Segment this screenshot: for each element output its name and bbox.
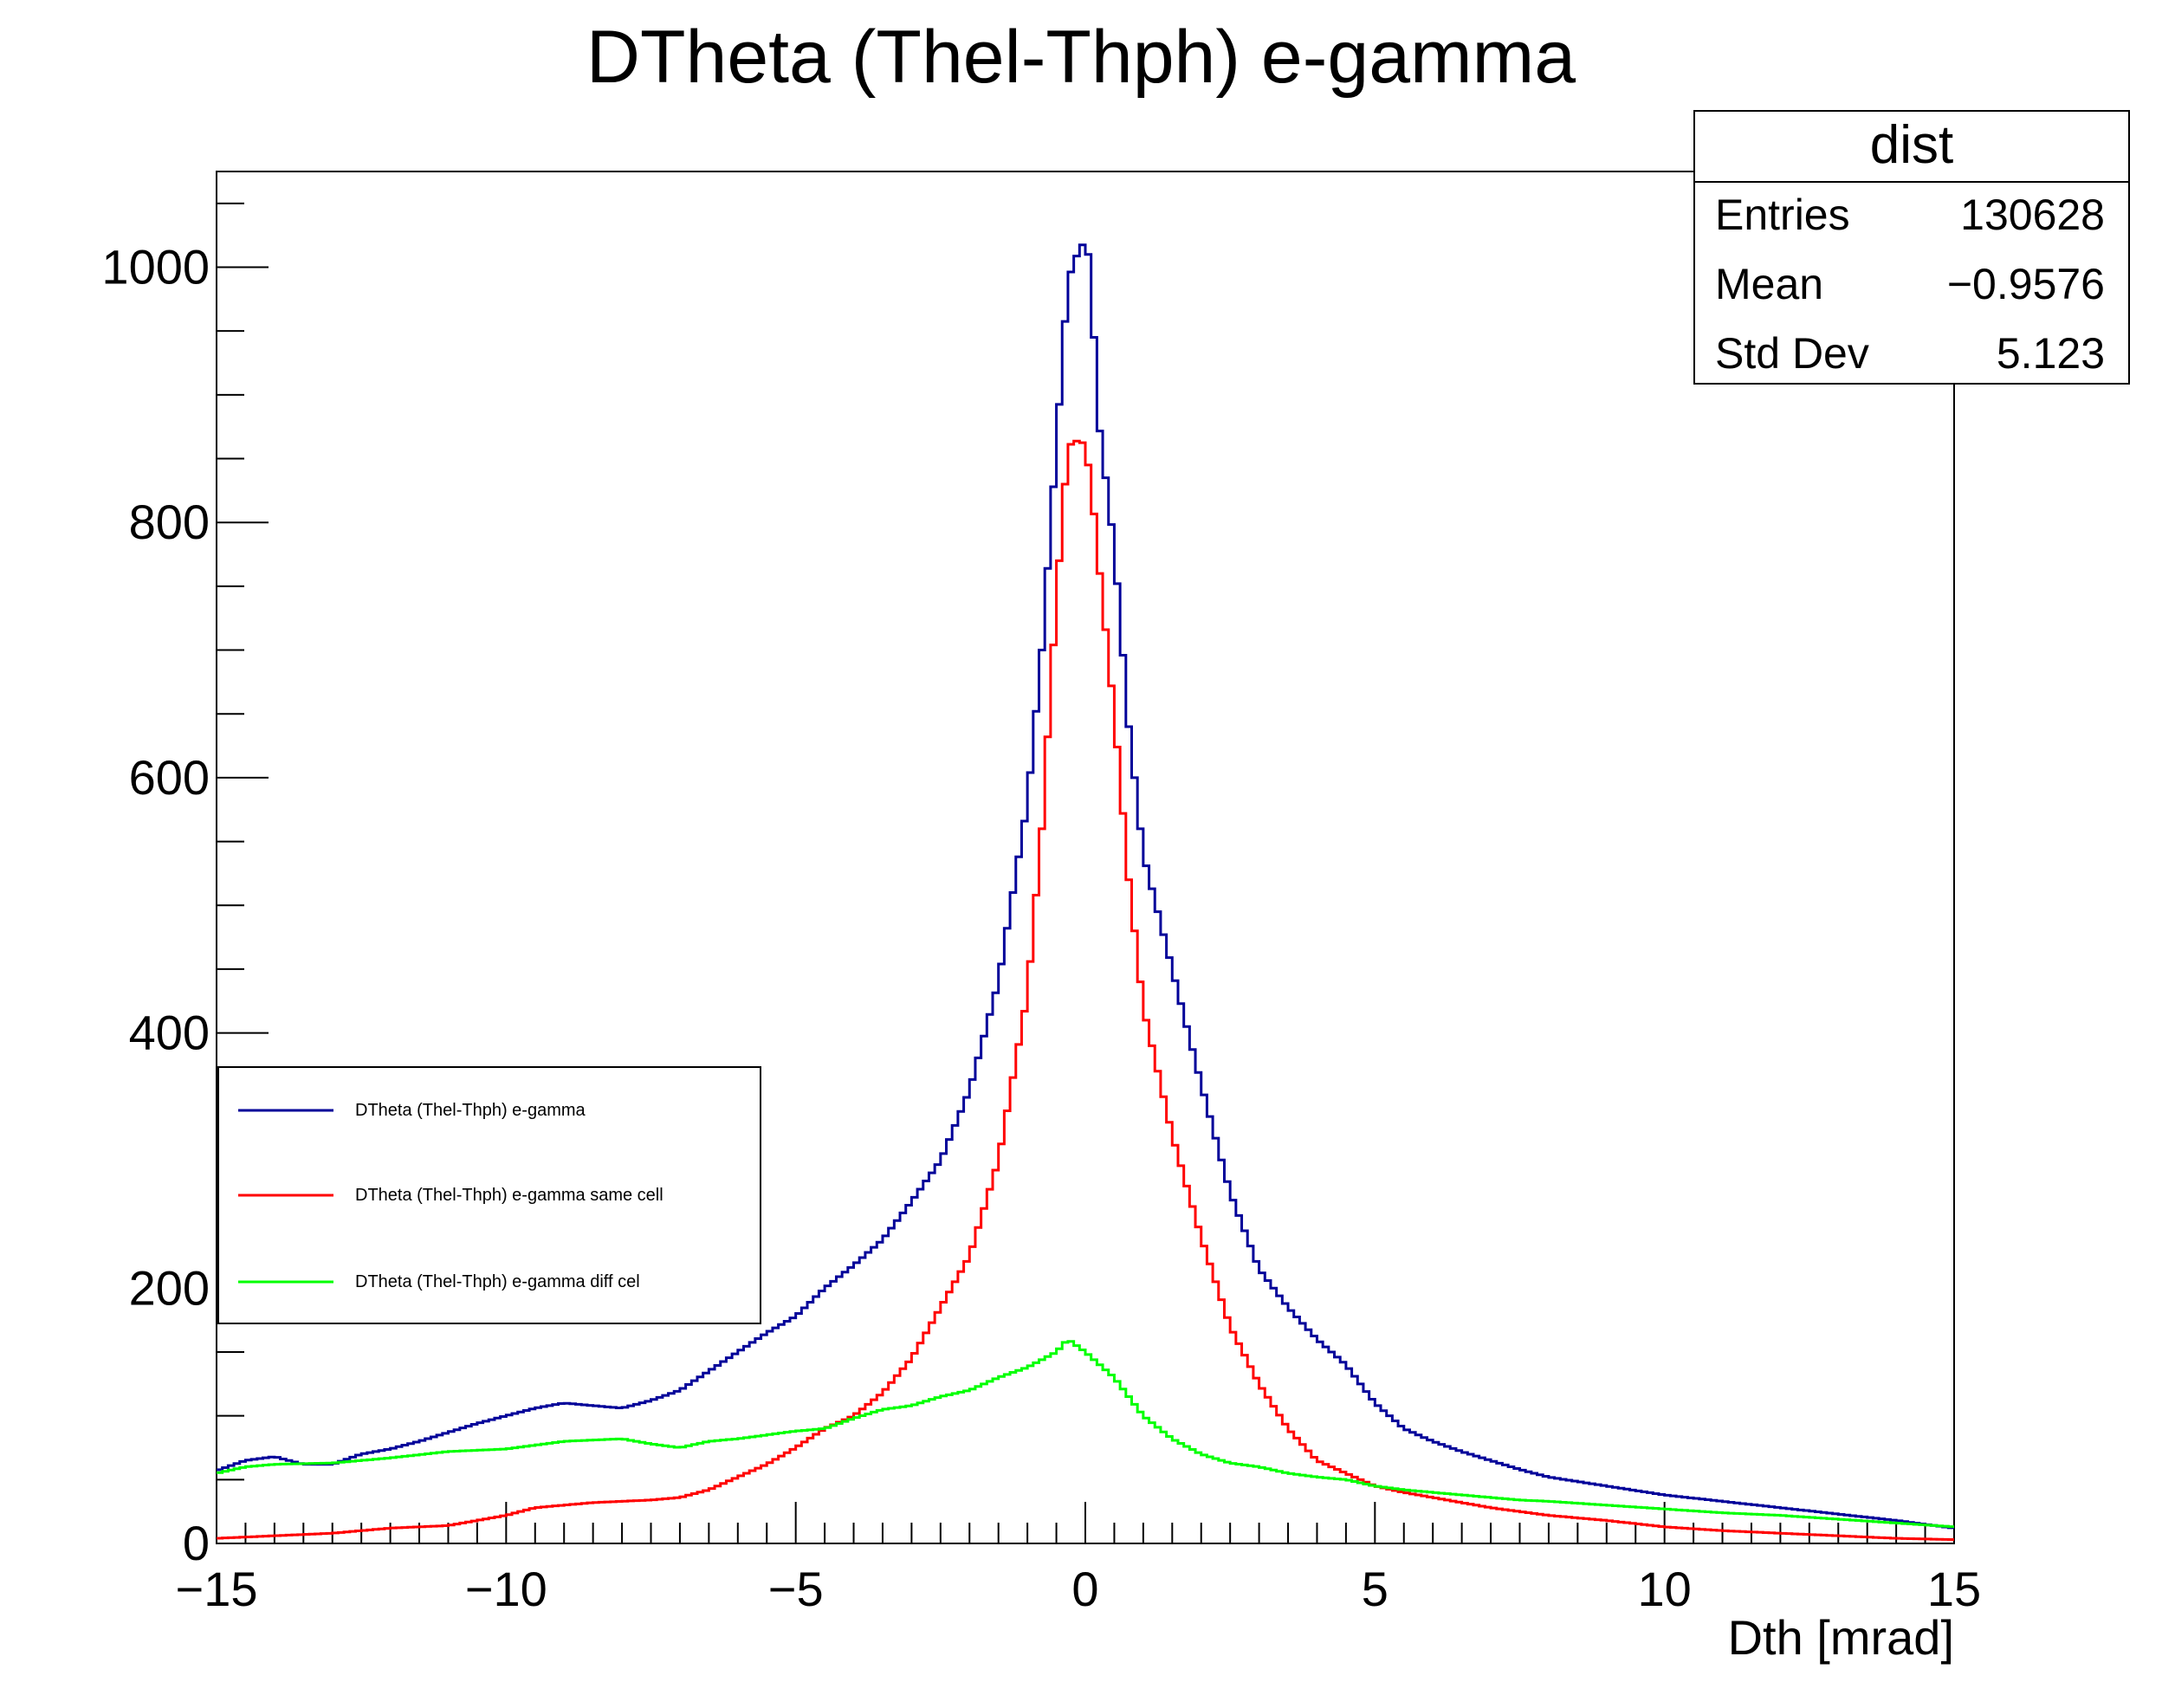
x-tick-label: −15 (176, 1562, 258, 1616)
chart-title: DTheta (Thel-Thph) e-gamma (586, 16, 1576, 99)
stats-stddev-value: 5.123 (1997, 329, 2105, 378)
x-axis-label: Dth [mrad] (1728, 1610, 1954, 1665)
y-tick-label: 600 (129, 750, 210, 805)
stats-stddev-label: Std Dev (1715, 329, 1869, 378)
stats-entries-label: Entries (1715, 191, 1850, 239)
stats-mean-value: −0.9576 (1947, 260, 2105, 308)
legend-label-all: DTheta (Thel-Thph) e-gamma (355, 1101, 586, 1120)
y-tick-label: 400 (129, 1006, 210, 1060)
y-tick-label: 1000 (101, 240, 210, 294)
stats-box: dist Entries 130628 Mean −0.9576 Std Dev… (1693, 110, 2130, 385)
series-line-1 (217, 439, 1954, 1542)
legend-label-same-cell: DTheta (Thel-Thph) e-gamma same cell (355, 1186, 663, 1205)
x-axis: −15 −10 −5 0 5 10 15 (176, 1502, 1981, 1616)
y-tick-label: 800 (129, 495, 210, 549)
x-tick-label: −5 (768, 1562, 824, 1616)
y-axis: 0 200 400 600 800 1000 (101, 202, 269, 1570)
x-tick-label: −10 (465, 1562, 547, 1616)
stats-entries-value: 130628 (1960, 191, 2105, 239)
y-tick-label: 200 (129, 1260, 210, 1315)
series-line-2 (217, 1340, 1954, 1529)
series-layer (217, 243, 1954, 1542)
y-tick-label: 0 (183, 1516, 210, 1570)
series-line-0 (217, 243, 1954, 1530)
legend-label-diff-cel: DTheta (Thel-Thph) e-gamma diff cel (355, 1272, 640, 1291)
legend: DTheta (Thel-Thph) e-gamma DTheta (Thel-… (217, 1066, 761, 1324)
x-tick-label: 5 (1362, 1562, 1388, 1616)
stats-box-frame (1693, 110, 2130, 385)
stats-mean-label: Mean (1715, 260, 1823, 308)
x-tick-label: 0 (1071, 1562, 1098, 1616)
stats-title: dist (1870, 115, 1953, 175)
x-tick-label: 15 (1927, 1562, 1981, 1616)
x-tick-label: 10 (1638, 1562, 1692, 1616)
